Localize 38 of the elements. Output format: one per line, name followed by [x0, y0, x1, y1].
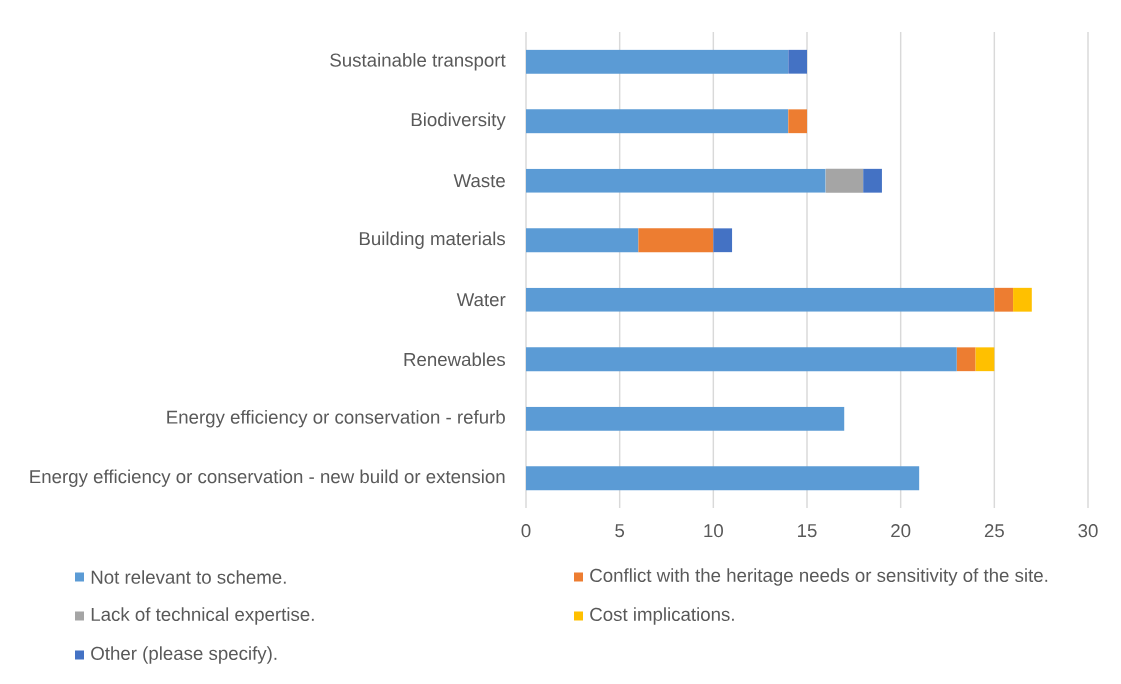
- bar: [526, 168, 826, 193]
- legend-label: Lack of technical expertise.: [91, 607, 314, 625]
- y-tick-label: Waste: [453, 174, 505, 188]
- bar: [956, 347, 976, 372]
- bar: [526, 287, 995, 312]
- legend-label: Not relevant to scheme.: [91, 570, 286, 584]
- bar: [526, 109, 789, 134]
- legend-label: Conflict with the heritage needs or sensitivity of the site.: [590, 568, 1048, 586]
- bar: [638, 228, 714, 253]
- y-tick-label: Energy efficiency or conservation - new build or extension: [30, 469, 505, 487]
- y-tick-label: Renewables: [404, 352, 506, 367]
- bar: [713, 228, 733, 253]
- y-tick-label: Energy efficiency or conservation - refurb: [167, 410, 505, 428]
- bar: [526, 347, 957, 372]
- bar: [1013, 287, 1032, 312]
- bar: [526, 49, 789, 74]
- y-tick-label: Sustainable transport: [330, 53, 506, 71]
- y-tick-label: Biodiversity: [411, 112, 506, 130]
- y-tick-label: Water: [456, 293, 506, 307]
- x-tick-label: 0: [521, 524, 531, 538]
- bar: [825, 168, 864, 193]
- y-tick-label: Building materials: [359, 231, 506, 249]
- legend-label: Cost implications.: [590, 607, 734, 625]
- x-tick-label: 30: [1078, 524, 1098, 538]
- bar: [526, 228, 639, 253]
- bar: [863, 168, 882, 193]
- bar: [526, 406, 845, 431]
- bar: [788, 49, 807, 74]
- legend-label: Other (please specify).: [91, 646, 277, 664]
- x-tick-label: 15: [798, 524, 817, 538]
- x-tick-label: 5: [615, 524, 625, 538]
- x-tick-label: 20: [891, 524, 911, 538]
- x-tick-label: 10: [704, 524, 723, 538]
- bar: [788, 109, 807, 134]
- x-tick-label: 25: [984, 524, 1004, 538]
- bar: [526, 466, 920, 491]
- bar: [975, 347, 995, 372]
- bar: [994, 287, 1014, 312]
